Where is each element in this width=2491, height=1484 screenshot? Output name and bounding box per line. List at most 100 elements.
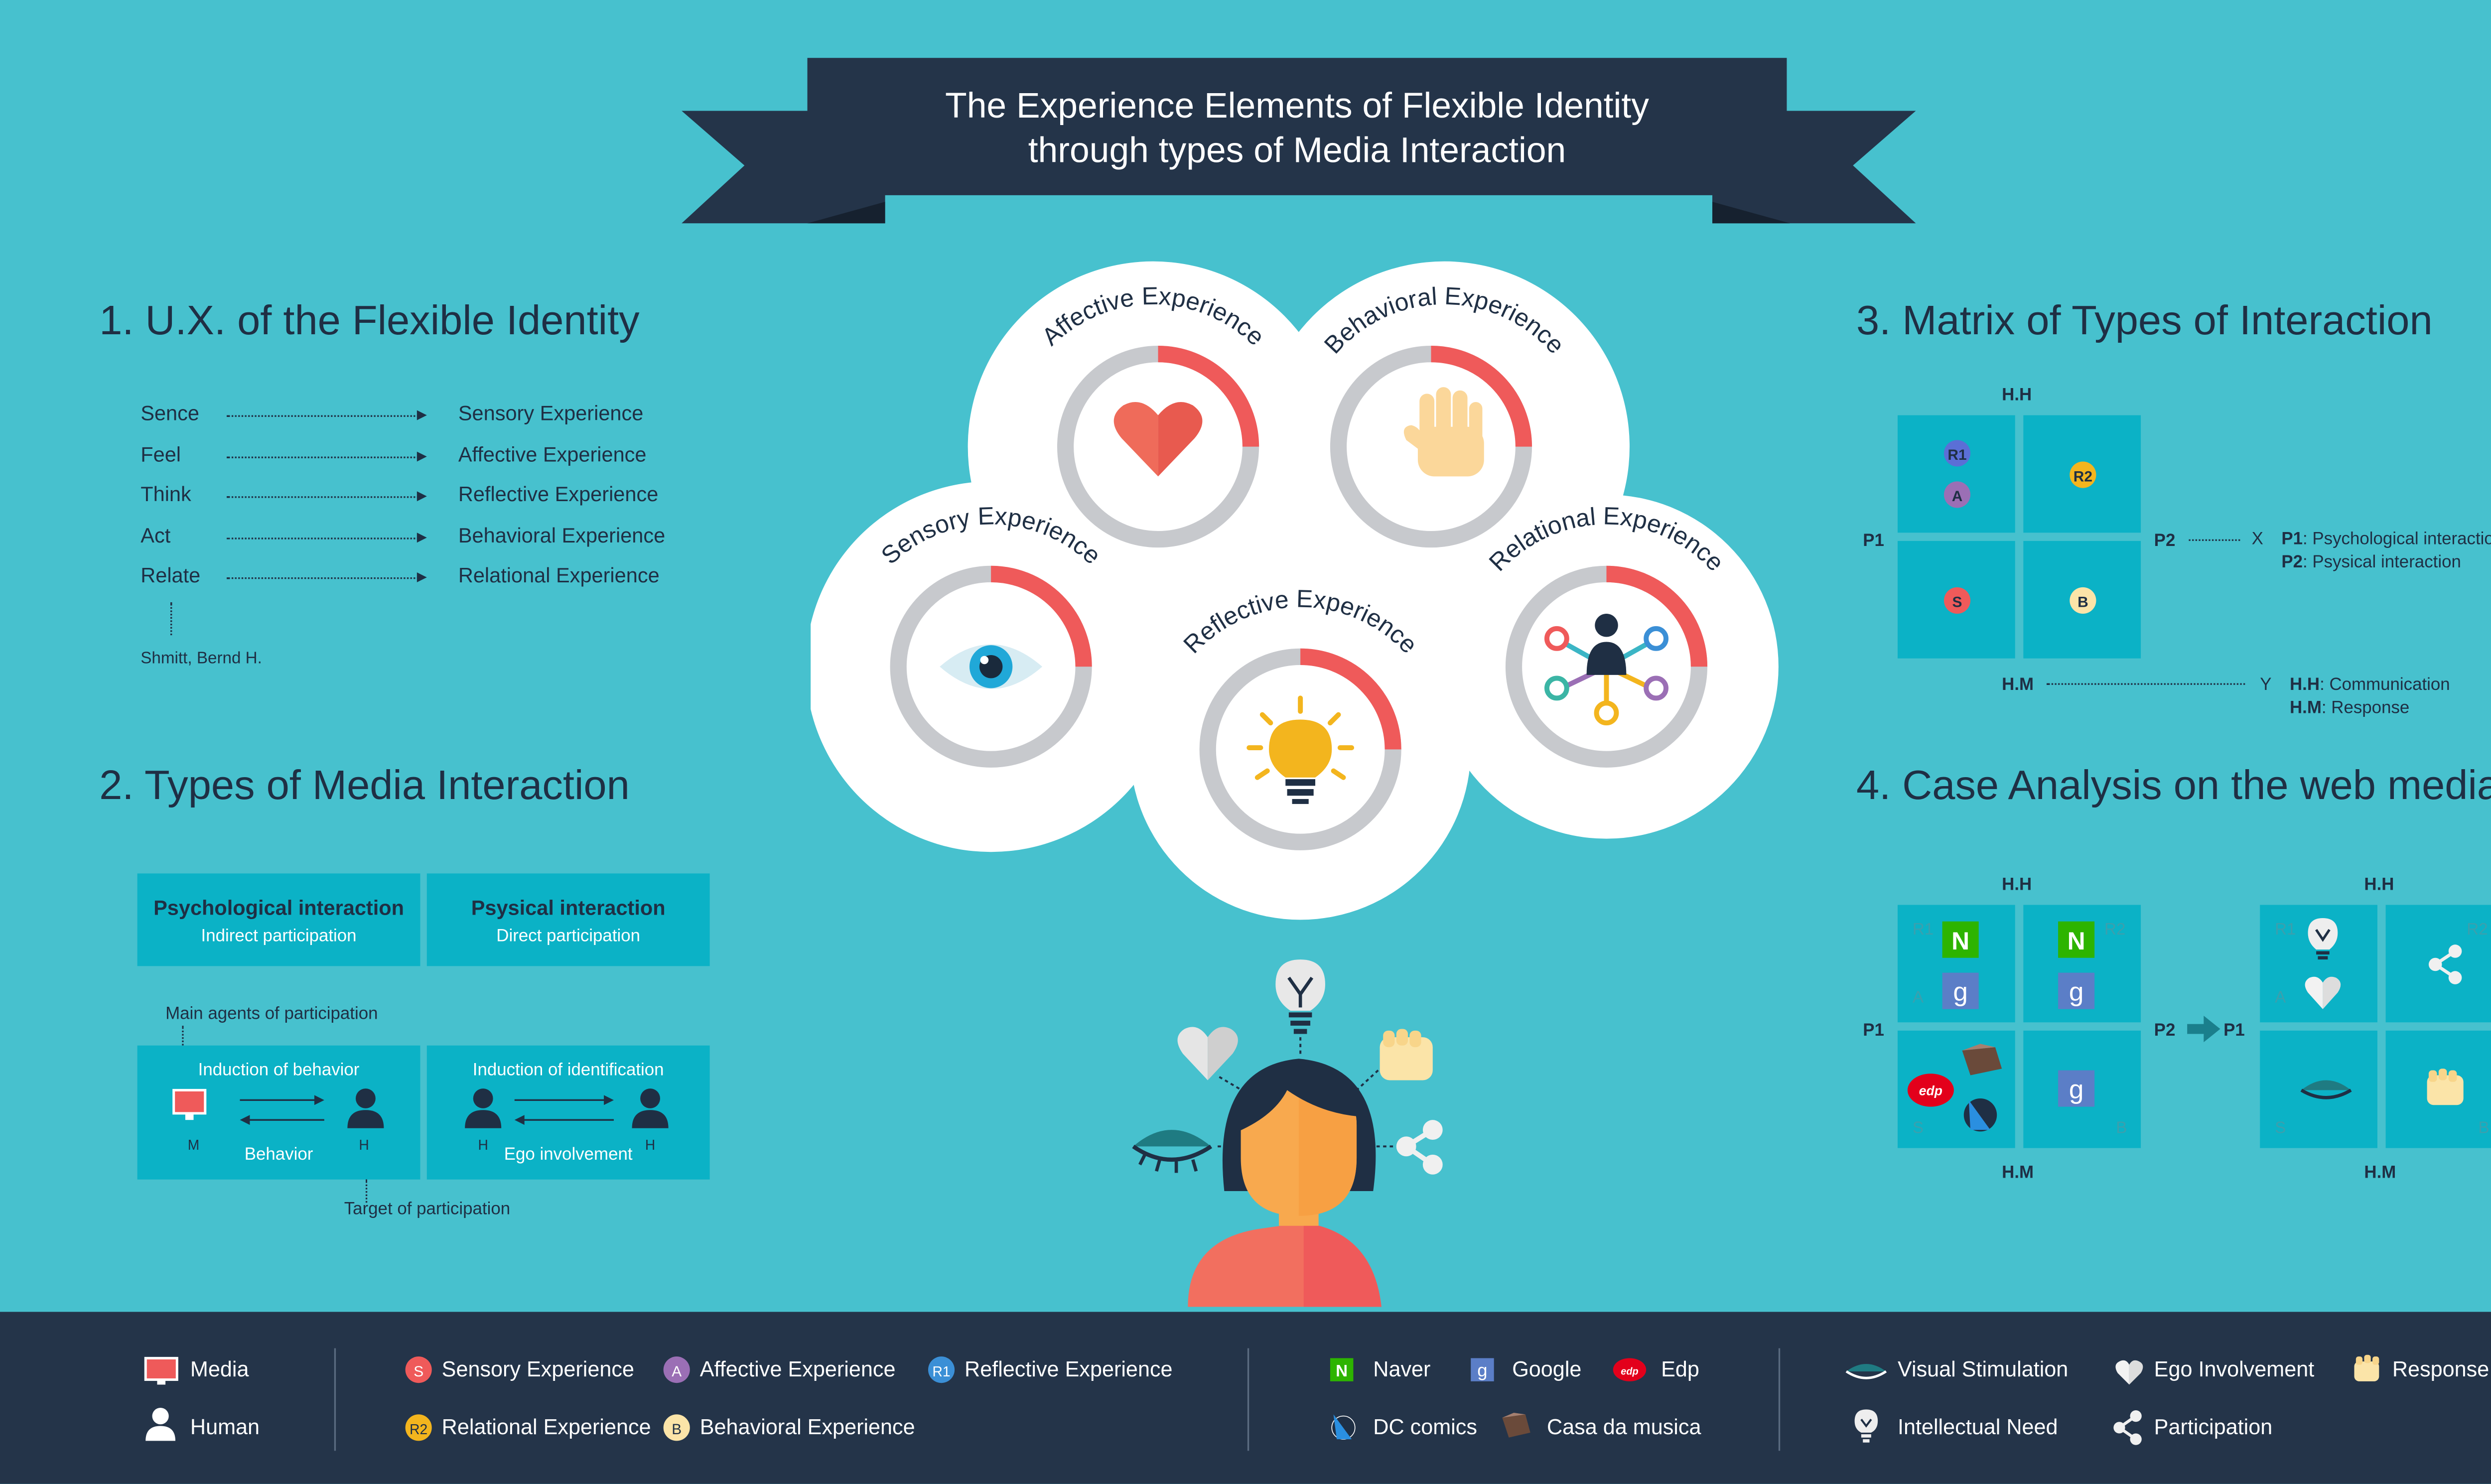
agents-leader [182, 1025, 184, 1046]
ux-row-arrow [226, 415, 419, 417]
google-icon: g [1942, 972, 1979, 1009]
network-icon [1544, 614, 1669, 726]
ego-involvement-label: Ego involvement [504, 1144, 633, 1165]
case-right-label-r2: R2 [2467, 920, 2488, 939]
title-line-1: The Experience Elements of Flexible Iden… [945, 86, 1649, 126]
ux-row-source: Feel [140, 442, 181, 466]
section-1-heading: 1. U.X. of the Flexible Identity [99, 297, 640, 344]
relational-badge-icon: R2 [405, 1414, 432, 1441]
svg-text:edp: edp [1621, 1366, 1638, 1377]
eye-icon [940, 644, 1043, 689]
matrix-badges: R1 A R2 S B [1943, 440, 2096, 614]
heart-top-icon [1177, 1027, 1238, 1080]
ego-involvement-icon [2305, 976, 2341, 1009]
gauge-arc-affective [1158, 346, 1259, 447]
svg-text:N: N [2068, 927, 2085, 955]
casa-icon [1962, 1044, 2002, 1076]
google-icon-3: g [2058, 1070, 2095, 1107]
human-icon-right [632, 1088, 669, 1128]
arrow-head-icon [416, 491, 427, 502]
dc-icon [1963, 1098, 1997, 1132]
avatar [1188, 1059, 1382, 1307]
hm-key: H.M [2289, 698, 2322, 718]
response-legend-icon [2354, 1354, 2379, 1381]
agents-label: Main agents of participation [165, 1004, 378, 1024]
matrix-y: Y [2260, 675, 2272, 695]
intellectual-need-icon [2308, 918, 2338, 960]
svg-text:R1: R1 [932, 1363, 950, 1379]
closed-eye-icon [1132, 1130, 1213, 1173]
behavior-label: Behavior [244, 1144, 313, 1165]
phys-title: Psysical interaction [471, 896, 666, 920]
ux-row-arrow [226, 496, 419, 498]
monitor-icon [172, 1088, 207, 1120]
visual-stimulation-icon [2300, 1080, 2352, 1099]
hand-icon [1403, 387, 1484, 477]
arrow-head-icon [416, 532, 427, 542]
ux-row-source: Sence [140, 402, 200, 425]
case-right-hh: H.H [2364, 875, 2394, 895]
case-left-content: R1 A R2 S B N g N g g edp [1907, 920, 2127, 1137]
section-2-heading: 2. Types of Media Interaction [99, 762, 630, 809]
ux-row-experience: Sensory Experience [458, 402, 644, 425]
y-axis-leader [2046, 683, 2245, 685]
case-right-p1: P1 [2223, 1020, 2245, 1041]
title-ribbon [682, 58, 1916, 224]
matrix-hh: H.H [2002, 385, 2032, 405]
share-icon [1396, 1120, 1443, 1175]
ux-row-source: Think [140, 483, 191, 507]
case-right-label-s: S [2275, 1119, 2286, 1137]
reflective-badge-icon: R1 [928, 1356, 955, 1383]
arrow-head-icon [416, 450, 427, 461]
arrow-head-icon [416, 410, 427, 420]
edp-icon: edp [1907, 1074, 1954, 1107]
legend-divider-3 [1778, 1348, 1781, 1451]
svg-text:N: N [1336, 1362, 1348, 1380]
case-right-hm: H.M [2364, 1163, 2396, 1183]
legend-naver: Naver [1373, 1356, 1431, 1381]
visual-stimulation-legend-icon [1845, 1363, 1887, 1379]
case-left-label-s: S [1913, 1119, 1924, 1137]
ux-row-experience: Behavioral Experience [458, 524, 666, 547]
matrix-x: X [2251, 529, 2263, 549]
induction-behavior-label: Induction of behavior [198, 1060, 360, 1080]
legend-behavioral: Behavioral Experience [699, 1414, 915, 1440]
case-left-label-b: B [2116, 1119, 2127, 1137]
ux-row-source: Relate [140, 564, 201, 587]
edp-legend-icon: edp [1613, 1358, 1647, 1381]
p1-desc: : Psychological interaction [2303, 529, 2491, 549]
p2-legend: P2: Psysical interaction [2281, 552, 2461, 572]
badge-r2: R2 [2074, 468, 2092, 485]
ux-row-arrow [226, 455, 419, 458]
induction-identification-label: Induction of identification [472, 1060, 664, 1080]
participation-legend-icon [2113, 1410, 2142, 1445]
naver-icon: N [1942, 921, 1979, 958]
legend-sensory: Sensory Experience [441, 1356, 635, 1381]
legend-relational: Relational Experience [441, 1414, 651, 1440]
hh-legend: H.H: Communication [2290, 675, 2450, 695]
gauges [890, 346, 1708, 850]
sensory-badge-icon: S [405, 1356, 432, 1383]
h-label-2: H [478, 1137, 488, 1153]
badge-b: B [2077, 594, 2088, 611]
ux-row-experience: Relational Experience [458, 564, 660, 587]
psych-sub: Indirect participation [201, 926, 357, 946]
heart-icon [1113, 402, 1203, 477]
ego-involvement-legend-icon [2115, 1360, 2143, 1385]
person-illustration [1132, 959, 1443, 1307]
intellectual-need-legend-icon [1854, 1409, 1878, 1443]
hm-legend: H.M: Response [2290, 698, 2409, 718]
gauge-arc-reflective [1300, 648, 1401, 750]
legend-edp: Edp [1661, 1356, 1699, 1381]
ux-row-source: Act [140, 524, 171, 547]
case-right-label-b: B [2479, 1119, 2490, 1137]
legend-reflective: Reflective Experience [965, 1356, 1173, 1381]
fist-icon [1380, 1029, 1433, 1080]
arrow-head-icon [416, 572, 427, 582]
naver-legend-icon: N [1330, 1358, 1354, 1381]
svg-text:g: g [2069, 977, 2084, 1007]
h-label-3: H [645, 1137, 655, 1153]
human-icon-left [465, 1088, 502, 1128]
matrix-p1: P1 [1863, 531, 1884, 551]
